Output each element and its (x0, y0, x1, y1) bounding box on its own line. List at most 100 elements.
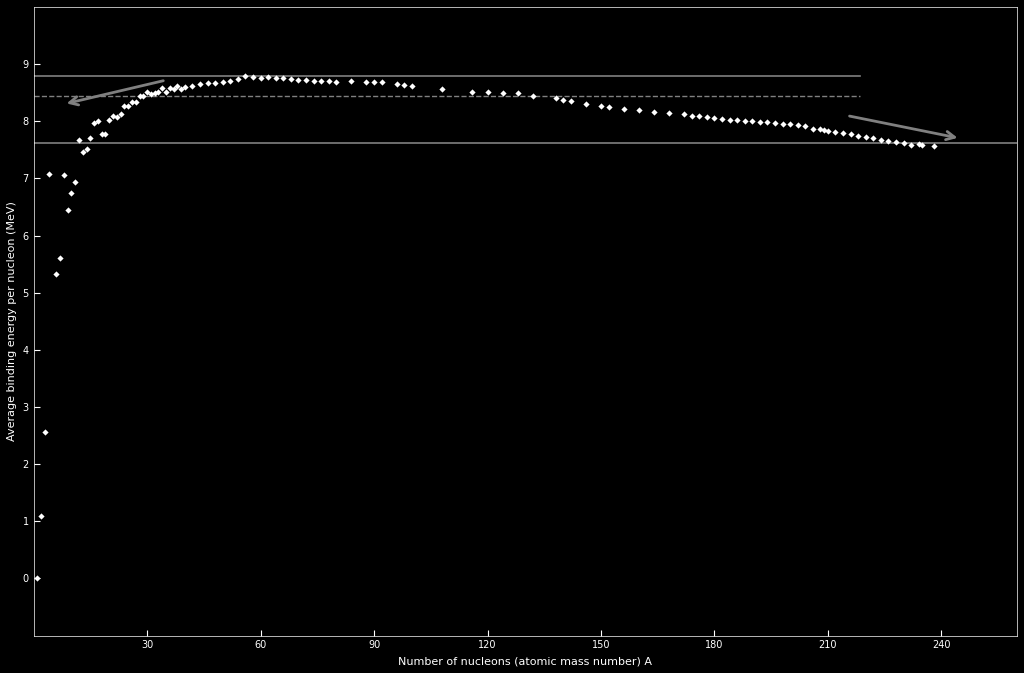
Point (113, 109, 129, 120)
Point (116, 101, 132, 112)
Point (820, 126, 837, 137)
Point (215, 77, 231, 87)
Point (41, 169, 57, 180)
Point (260, 71, 276, 82)
Point (714, 114, 730, 125)
Point (600, 102, 616, 112)
Point (548, 93, 564, 104)
Point (434, 84, 451, 95)
Point (222, 76, 239, 87)
Point (267, 73, 284, 83)
Point (52, 253, 69, 264)
Point (229, 73, 246, 84)
Point (86, 118, 102, 129)
Point (59, 205, 76, 216)
Point (646, 106, 663, 117)
Point (366, 77, 382, 87)
Point (124, 97, 140, 108)
Point (805, 123, 821, 134)
Point (827, 127, 844, 137)
Point (97, 129, 114, 139)
Point (524, 90, 541, 101)
Point (895, 137, 911, 148)
Point (154, 83, 170, 94)
Point (926, 141, 942, 151)
Point (510, 87, 526, 98)
Point (200, 77, 216, 88)
Point (313, 75, 330, 86)
Point (290, 74, 306, 85)
Point (865, 133, 882, 144)
Point (396, 79, 413, 90)
Point (63, 187, 80, 198)
Point (857, 132, 873, 143)
Point (245, 72, 261, 83)
Point (903, 139, 920, 150)
Point (82, 133, 98, 144)
Point (872, 134, 889, 145)
Point (403, 81, 420, 92)
Point (238, 71, 254, 81)
Point (660, 108, 677, 118)
Point (151, 86, 167, 97)
Point (298, 75, 314, 85)
Point (684, 110, 700, 121)
Point (79, 143, 95, 154)
Point (104, 110, 121, 121)
Point (321, 76, 337, 87)
Point (75, 146, 91, 157)
Point (782, 118, 799, 129)
Point (131, 90, 147, 101)
Point (797, 120, 813, 131)
Point (67, 177, 83, 188)
Point (752, 116, 768, 127)
Point (109, 111, 125, 122)
Point (343, 76, 359, 87)
Point (495, 88, 511, 99)
Point (729, 114, 745, 125)
Point (464, 86, 480, 97)
Point (812, 123, 828, 134)
Point (479, 87, 496, 98)
Point (843, 129, 859, 140)
Point (184, 81, 201, 92)
Point (275, 73, 292, 83)
Point (744, 116, 761, 127)
Point (790, 119, 806, 130)
Point (593, 100, 609, 111)
Point (207, 77, 223, 88)
Point (142, 88, 159, 99)
Point (562, 96, 579, 106)
Point (759, 117, 775, 128)
Point (888, 137, 904, 147)
Point (736, 115, 753, 126)
Point (120, 101, 136, 112)
Point (165, 83, 181, 94)
Point (162, 83, 178, 94)
Point (850, 130, 866, 141)
Point (691, 111, 708, 122)
Point (177, 81, 194, 92)
Point (767, 118, 783, 129)
Point (676, 109, 692, 120)
Point (169, 81, 185, 92)
Point (631, 105, 647, 116)
Point (358, 77, 375, 87)
Point (101, 114, 118, 125)
Point (55, 170, 72, 180)
Point (835, 128, 851, 139)
Point (881, 135, 897, 146)
Point (252, 73, 268, 83)
Point (816, 125, 833, 136)
Point (578, 99, 594, 110)
Point (283, 73, 299, 84)
Point (328, 77, 344, 87)
Point (191, 78, 208, 89)
Y-axis label: Average binding energy per nucleon (MeV): Average binding energy per nucleon (MeV) (7, 201, 17, 441)
Point (707, 112, 723, 123)
Point (30, 573, 46, 584)
Point (615, 103, 632, 114)
Point (721, 114, 737, 125)
Point (37, 426, 53, 437)
Point (173, 84, 189, 95)
